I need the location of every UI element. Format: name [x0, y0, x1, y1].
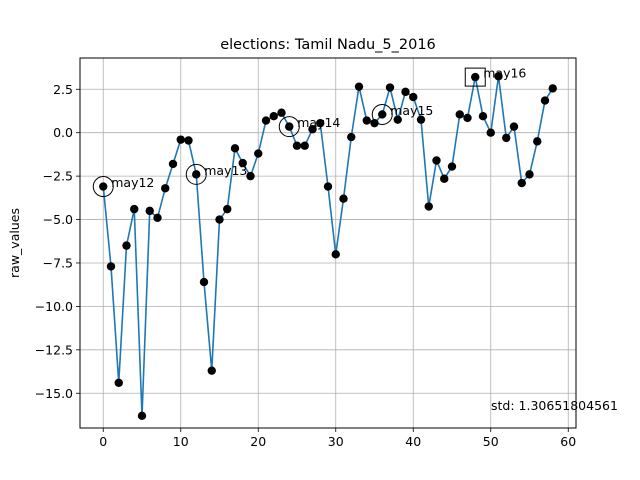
data-point — [277, 108, 286, 117]
chart-title: elections: Tamil Nadu_5_2016 — [220, 37, 436, 53]
data-point — [161, 184, 170, 193]
y-tick-label: 2.5 — [53, 82, 73, 97]
data-point — [432, 156, 441, 165]
data-point — [223, 204, 232, 214]
annotation-label: may12 — [111, 175, 154, 190]
x-tick-label: 50 — [483, 434, 499, 449]
data-point — [447, 162, 457, 171]
data-point — [494, 72, 503, 81]
annotation-label: may16 — [483, 66, 526, 81]
y-tick-label: −15.0 — [35, 386, 73, 401]
y-axis-ticks: 2.5 0.0 −2.5 −5.0 −7.5 −10.0 −12.5 −15.0 — [35, 82, 80, 401]
data-point — [409, 92, 418, 102]
data-point — [362, 116, 371, 125]
data-point — [269, 111, 278, 121]
data-point — [300, 141, 309, 150]
data-point — [215, 215, 224, 224]
data-point — [540, 96, 550, 105]
data-point — [463, 113, 472, 123]
data-point — [292, 141, 302, 150]
y-tick-label: 0.0 — [53, 125, 73, 140]
annotation-label: may15 — [390, 103, 433, 118]
data-point — [153, 213, 162, 223]
data-point — [106, 262, 116, 271]
plot-frame — [79, 57, 577, 429]
x-tick-label: 30 — [328, 434, 344, 449]
annotation-marker-circle — [371, 103, 393, 125]
annotation-marker-square — [464, 67, 486, 87]
data-points — [99, 72, 557, 421]
data-point — [424, 202, 433, 211]
x-tick-label: 10 — [173, 434, 189, 449]
x-tick-label: 0 — [99, 434, 107, 449]
data-point — [323, 182, 333, 191]
y-axis-label: raw_values — [7, 208, 22, 278]
data-point — [192, 170, 201, 179]
data-point — [308, 125, 317, 134]
std-annotation: std: 1.30651804561 — [491, 398, 618, 413]
data-point — [207, 366, 216, 375]
x-tick-label: 40 — [405, 434, 421, 449]
data-point — [370, 118, 379, 128]
data-point — [261, 116, 271, 125]
data-point — [347, 132, 356, 142]
data-point — [401, 87, 410, 97]
data-point — [199, 277, 209, 287]
data-point — [168, 159, 178, 169]
data-point — [393, 115, 402, 124]
data-point — [378, 110, 387, 119]
data-point — [533, 137, 542, 146]
data-point — [502, 133, 511, 143]
data-point — [354, 82, 364, 91]
data-point — [184, 136, 193, 145]
data-point — [254, 149, 263, 158]
data-point — [285, 122, 294, 131]
annotation-marker-circle — [278, 116, 300, 138]
annotation-label: may14 — [297, 115, 340, 130]
data-point — [331, 250, 340, 259]
data-point — [114, 378, 123, 388]
y-tick-label: −2.5 — [43, 169, 73, 184]
x-axis-ticks: 0 10 20 30 40 50 60 — [99, 428, 576, 449]
data-point — [316, 118, 325, 128]
annotation-marker-circle — [185, 163, 207, 185]
data-point — [130, 204, 139, 214]
data-point — [238, 158, 247, 168]
data-point — [122, 241, 131, 250]
data-point — [339, 194, 348, 203]
x-tick-label: 20 — [250, 434, 266, 449]
data-point — [478, 111, 488, 121]
data-point — [486, 128, 495, 137]
grid — [80, 58, 576, 428]
data-point — [137, 411, 147, 421]
data-point — [548, 84, 557, 93]
data-point — [416, 115, 426, 124]
data-point — [230, 144, 240, 153]
y-tick-label: −5.0 — [43, 212, 73, 227]
data-point — [471, 72, 480, 82]
data-point — [99, 182, 108, 191]
x-tick-label: 60 — [560, 434, 576, 449]
data-point — [385, 83, 395, 92]
data-point — [517, 178, 526, 188]
data-point — [509, 122, 519, 131]
annotation-marker-circle — [92, 176, 114, 198]
y-tick-label: −12.5 — [35, 342, 73, 357]
annotations: may12 may13 may14 may15 may16 — [92, 66, 526, 198]
data-point — [440, 174, 449, 183]
data-point — [455, 110, 464, 119]
data-point — [246, 171, 255, 181]
y-tick-label: −7.5 — [43, 255, 73, 270]
data-point — [145, 206, 154, 216]
data-point — [525, 170, 534, 179]
data-point — [176, 135, 185, 144]
y-tick-label: −10.0 — [35, 299, 73, 314]
annotation-label: may13 — [204, 163, 247, 178]
